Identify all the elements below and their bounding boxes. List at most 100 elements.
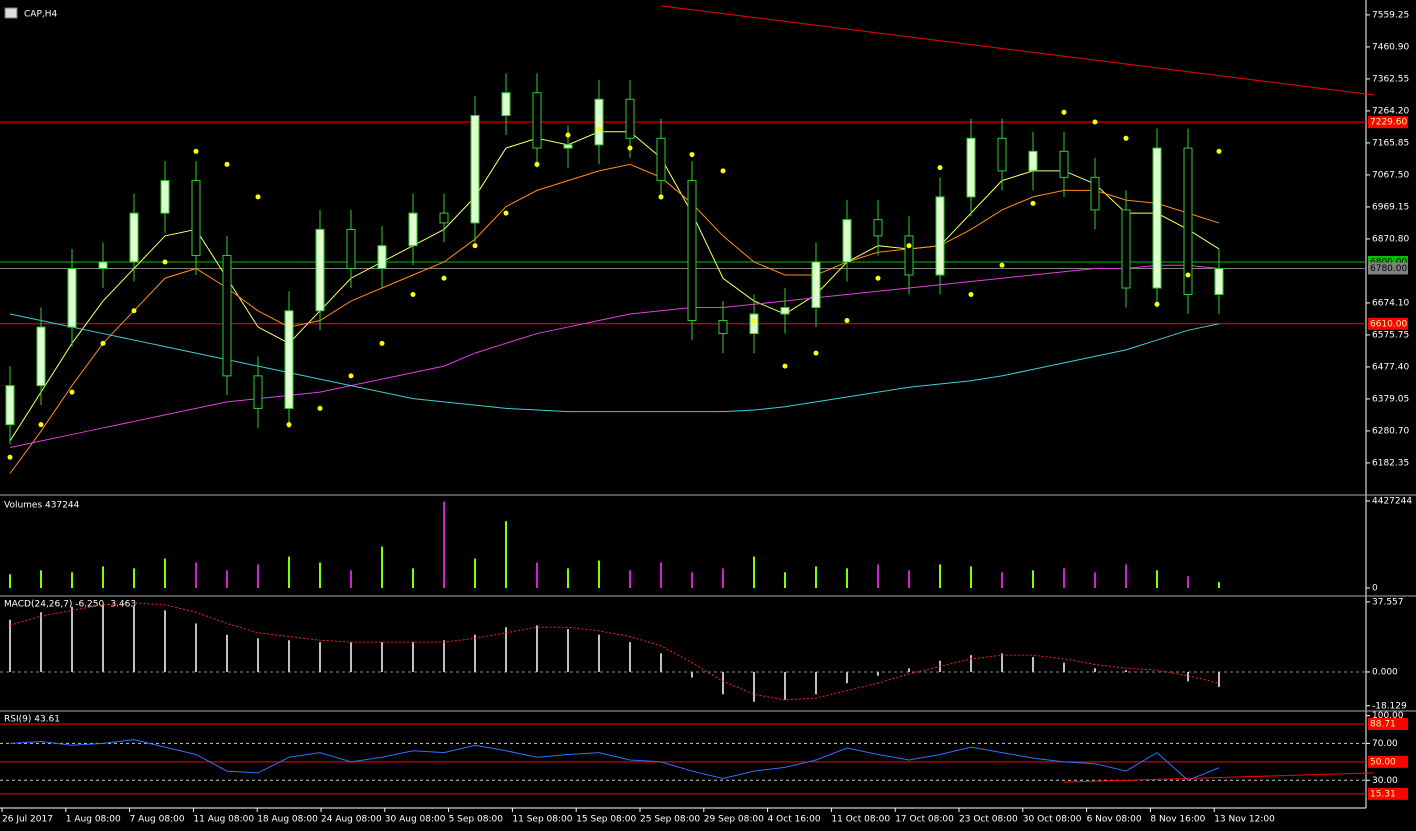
candle-body <box>67 267 77 328</box>
bar <box>133 568 135 588</box>
sar-dot <box>317 405 323 411</box>
bar <box>288 556 290 588</box>
candle-body <box>935 196 945 276</box>
bar <box>815 566 817 588</box>
sar-dot <box>627 145 633 151</box>
bar <box>40 570 42 588</box>
x-tick-label: 29 Sep 08:00 <box>704 815 764 825</box>
bar <box>71 572 73 588</box>
level-badge <box>1368 317 1408 330</box>
sar-dot <box>720 168 726 174</box>
x-tick-label: 4 Oct 16:00 <box>768 815 821 825</box>
sar-dot <box>410 292 416 298</box>
bar <box>722 671 724 695</box>
level-label: 6800.00 <box>1370 257 1407 267</box>
bar <box>40 612 42 672</box>
bar <box>629 570 631 588</box>
candle-body <box>36 326 46 387</box>
y-tick-label: 7460.90 <box>1372 42 1409 52</box>
sar-dot <box>100 340 106 346</box>
bar <box>846 568 848 588</box>
y-tick-label: 6477.40 <box>1372 362 1409 372</box>
sar-dot <box>162 259 168 265</box>
candle-body <box>439 212 449 224</box>
y-tick-label: 6969.15 <box>1372 202 1409 212</box>
bar <box>536 625 538 672</box>
x-tick-label: 25 Sep 08:00 <box>640 815 700 825</box>
bar <box>288 640 290 672</box>
bar <box>1001 653 1003 672</box>
bar <box>939 564 941 588</box>
y-tick-label: -18.129 <box>1372 701 1407 711</box>
bar <box>443 640 445 672</box>
signal-line <box>9 602 1220 701</box>
volume-title: Volumes 437244 <box>4 501 80 511</box>
y-tick-label: 7362.55 <box>1372 74 1409 84</box>
bar <box>691 671 693 678</box>
x-tick-label: 30 Oct 08:00 <box>1023 815 1082 825</box>
sar-dot <box>844 318 850 324</box>
sar-dot <box>689 152 695 158</box>
sar-dot <box>286 422 292 428</box>
sar-dot <box>813 350 819 356</box>
chart-title: CAP,H4 <box>24 10 57 20</box>
bar <box>1187 671 1189 682</box>
y-tick-label: 6182.35 <box>1372 458 1409 468</box>
level-label: 15.31 <box>1370 789 1396 799</box>
bar <box>164 610 166 672</box>
bar <box>164 558 166 588</box>
bar <box>1218 582 1220 588</box>
bar <box>381 642 383 672</box>
sar-dot <box>379 340 385 346</box>
candle-body <box>222 254 232 377</box>
bar <box>1094 572 1096 588</box>
sar-dot <box>1030 200 1036 206</box>
y-tick-label: 6379.05 <box>1372 394 1409 404</box>
trend-line <box>1063 772 1375 783</box>
bar <box>505 521 507 588</box>
bar <box>505 627 507 672</box>
bar <box>877 564 879 588</box>
bar <box>319 642 321 672</box>
sar-dot <box>69 389 75 395</box>
moving-average <box>9 264 1220 448</box>
y-tick-label: 30.00 <box>1372 776 1398 786</box>
level-label: 6780.00 <box>1370 264 1407 274</box>
bar <box>257 638 259 672</box>
candle-body <box>594 98 604 146</box>
candle-body <box>780 307 790 315</box>
level-label: 7229.60 <box>1370 118 1407 128</box>
y-tick-label: 7067.50 <box>1372 170 1409 180</box>
bar <box>877 671 879 676</box>
x-tick-label: 30 Aug 08:00 <box>385 815 446 825</box>
bar <box>660 653 662 672</box>
candle-body <box>284 310 294 409</box>
bar <box>784 572 786 588</box>
bar <box>226 634 228 672</box>
bar <box>350 642 352 672</box>
candle-body <box>966 137 976 198</box>
bar <box>815 671 817 695</box>
bar <box>722 568 724 588</box>
level-badge <box>1368 718 1408 730</box>
bar <box>412 568 414 588</box>
bar <box>133 606 135 672</box>
bar <box>1063 662 1065 672</box>
sar-dot <box>1061 109 1067 115</box>
y-tick-label: 0 <box>1372 584 1378 594</box>
candle-body <box>346 228 356 269</box>
sar-dot <box>751 318 757 324</box>
bar <box>195 623 197 672</box>
sar-dot <box>348 373 354 379</box>
candle-body <box>253 375 263 409</box>
macd-title: MACD(24,26,7) -6.250 -3.463 <box>4 600 136 610</box>
level-badge <box>1368 787 1408 800</box>
x-tick-label: 15 Sep 08:00 <box>576 815 636 825</box>
bar <box>1063 568 1065 588</box>
candle-body <box>408 212 418 247</box>
bar <box>1094 668 1096 672</box>
sar-dot <box>782 363 788 369</box>
chart-icon <box>4 7 18 19</box>
bar <box>350 570 352 588</box>
